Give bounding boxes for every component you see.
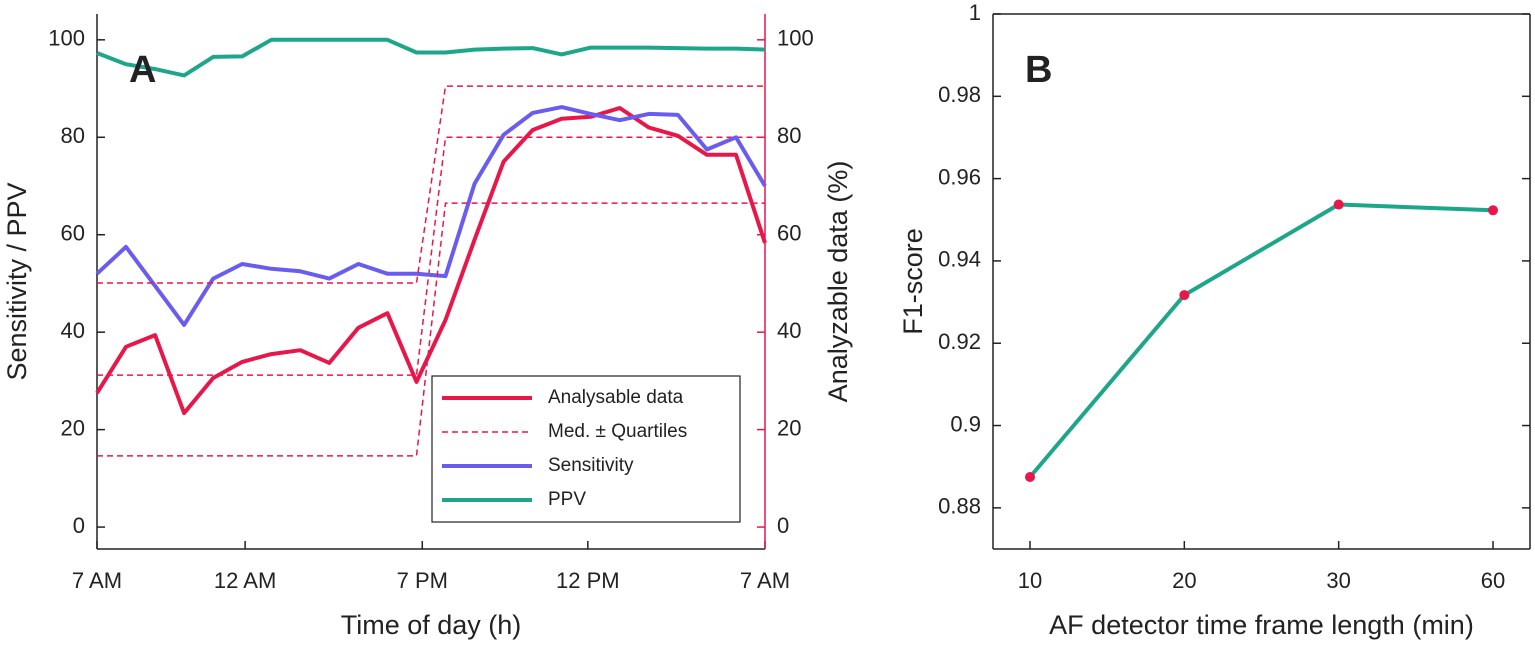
x-tick-label: 20 (1172, 568, 1196, 593)
y2-axis-label: Analyzable data (%) (823, 161, 853, 403)
legend-label: PPV (548, 489, 586, 510)
series-line (96, 37, 766, 78)
series-line (95, 106, 767, 416)
x-axis-label: Time of day (h) (341, 610, 522, 640)
marker (1333, 199, 1344, 210)
panel-label: A (129, 49, 156, 91)
y-tick-label: 0.96 (938, 164, 981, 189)
y-tick-label: 60 (61, 221, 85, 246)
series-line (97, 85, 765, 284)
y2-tick-label: 60 (777, 221, 801, 246)
y-tick-label: 0.92 (938, 329, 981, 354)
marker (1488, 205, 1498, 216)
y-tick-label: 0.98 (938, 82, 981, 107)
y-tick-label: 0 (73, 513, 85, 538)
x-axis-label: AF detector time frame length (min) (1049, 610, 1474, 640)
y2-tick-label: 40 (777, 318, 801, 343)
y-axis-label: Sensitivity / PPV (2, 182, 32, 380)
y2-tick-label: 20 (777, 415, 801, 440)
y-axis-label: F1-score (898, 228, 928, 335)
y-tick-label: 20 (61, 415, 85, 440)
y-tick-label: 0.94 (938, 247, 981, 272)
series-line (1028, 202, 1494, 479)
y-tick-label: 0.88 (938, 494, 981, 519)
y-tick-label: 0.9 (950, 411, 981, 436)
series-line (97, 202, 765, 457)
legend-label: Sensitivity (548, 455, 634, 476)
legend-label: Analysable data (548, 387, 684, 408)
x-tick-label: 30 (1326, 568, 1350, 593)
y2-tick-label: 100 (777, 26, 814, 51)
x-tick-label: 12 PM (556, 568, 620, 593)
y-tick-label: 40 (61, 318, 85, 343)
y-tick-label: 1 (969, 0, 981, 25)
panel-label: B (1025, 49, 1052, 91)
x-tick-label: 7 AM (740, 568, 790, 593)
x-tick-label: 7 AM (72, 568, 122, 593)
legend-label: Med. ± Quartiles (548, 421, 687, 442)
y-tick-label: 100 (48, 26, 85, 51)
x-tick-label: 7 PM (397, 568, 448, 593)
x-tick-label: 60 (1481, 568, 1505, 593)
legend-box (431, 375, 741, 523)
y2-tick-label: 80 (777, 123, 801, 148)
x-tick-label: 12 AM (214, 568, 276, 593)
y2-tick-label: 0 (777, 513, 789, 538)
y-tick-label: 80 (61, 123, 85, 148)
series-line (95, 105, 767, 327)
series-line (97, 136, 765, 376)
marker (1179, 290, 1190, 301)
x-tick-label: 10 (1018, 568, 1042, 593)
marker (1025, 471, 1035, 482)
